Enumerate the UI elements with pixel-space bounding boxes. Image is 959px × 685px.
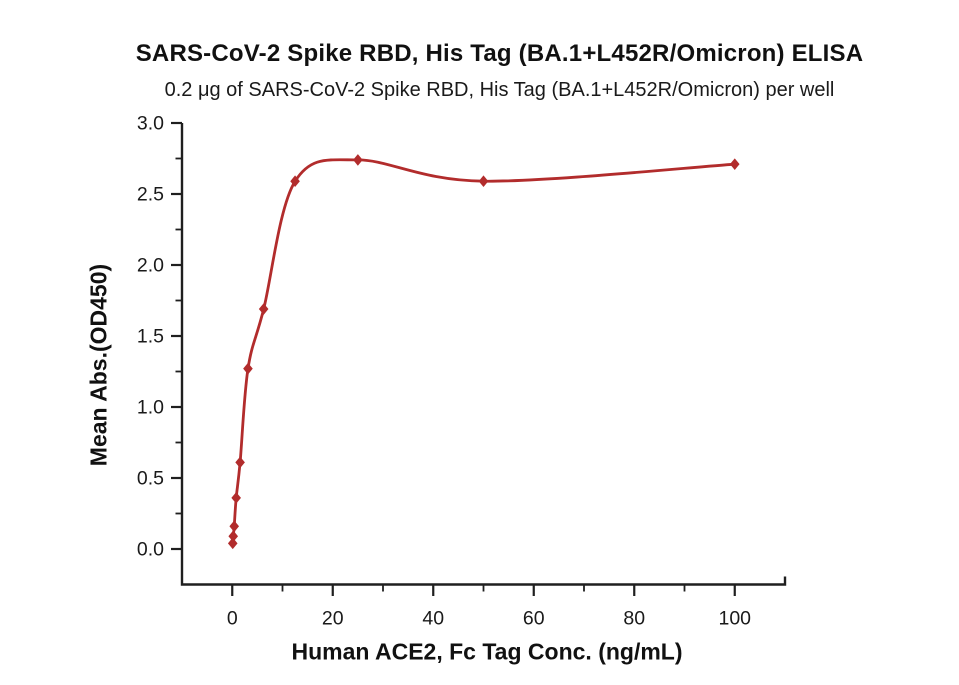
data-point-marker <box>231 492 241 504</box>
data-point-marker <box>729 158 740 170</box>
y-tick-label: 2.5 <box>137 184 164 206</box>
data-point-marker <box>228 530 239 543</box>
x-tick-label: 100 <box>718 608 751 630</box>
y-tick-label: 3.0 <box>137 113 164 135</box>
x-tick-label: 80 <box>623 608 645 630</box>
x-tick-label: 20 <box>322 608 344 630</box>
data-point-marker <box>290 175 300 188</box>
data-point-marker <box>258 303 269 315</box>
data-point-marker <box>243 362 253 375</box>
data-point-marker <box>353 154 363 166</box>
axes-spines <box>180 123 787 586</box>
fit-curve <box>231 158 737 545</box>
y-axis-label: Mean Abs.(OD450) <box>85 263 112 467</box>
y-tick-label: 0.5 <box>137 468 164 490</box>
chart-title: SARS-CoV-2 Spike RBD, His Tag (BA.1+L452… <box>135 40 864 67</box>
x-tick-label: 60 <box>523 608 545 630</box>
y-tick-label: 1.0 <box>137 397 164 419</box>
data-point-marker <box>227 537 238 550</box>
x-axis-label: Human ACE2, Fc Tag Conc. (ng/mL) <box>291 638 683 665</box>
y-tick-label: 1.5 <box>137 326 164 348</box>
data-point-marker <box>235 456 245 469</box>
y-tick-label: 0.0 <box>137 539 164 561</box>
data-point-marker <box>229 520 240 533</box>
data-point-marker <box>478 175 489 188</box>
x-tick-label: 0 <box>227 608 238 630</box>
y-tick-label: 2.0 <box>137 255 164 277</box>
x-tick-label: 40 <box>422 608 444 630</box>
chart-subtitle: 0.2 μg of SARS-CoV-2 Spike RBD, His Tag … <box>164 79 835 101</box>
